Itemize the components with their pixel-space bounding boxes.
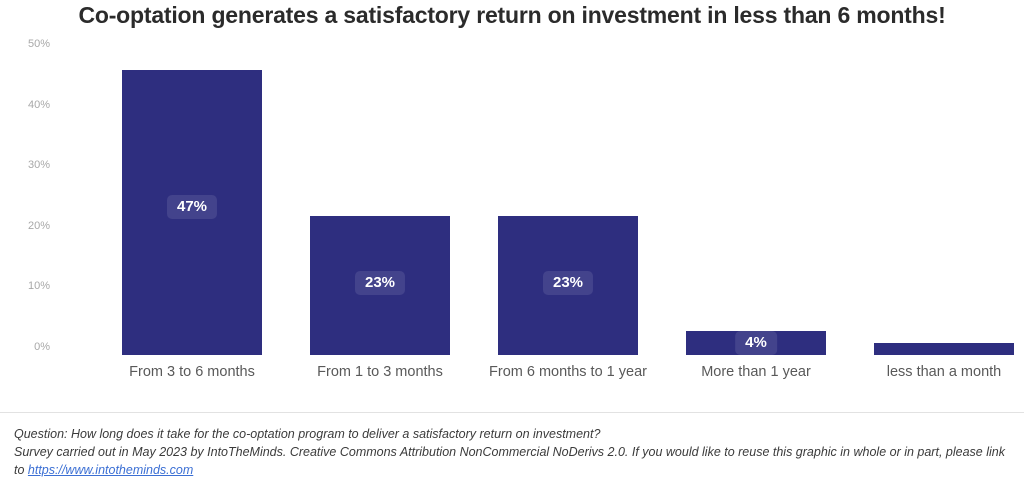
bar[interactable] [874,342,1014,355]
footnote: Question: How long does it take for the … [14,425,1014,479]
footnote-question: Question: How long does it take for the … [14,427,601,441]
bar-value-label: 47% [166,194,218,219]
bar-series: 47% 23% 23% 4% [65,52,1014,355]
y-axis-tick: 20% [27,219,50,232]
footer-divider [0,412,1024,413]
y-axis: 0% 10% 20% 30% 40% 50% [0,38,58,355]
bar-group: 23% [310,52,450,355]
bar[interactable] [498,215,638,355]
intotheminds-link[interactable]: https://www.intotheminds.com [27,463,194,477]
bar-group: 23% [498,52,638,355]
x-axis-labels: From 3 to 6 months From 1 to 3 months From… [65,362,1010,410]
y-axis-tick: 50% [27,38,50,50]
bar-value-label: 23% [542,270,594,295]
bar[interactable] [686,330,826,355]
x-axis-label: From 1 to 3 months [317,364,443,380]
bar-value-label: 4% [735,330,777,355]
y-axis-tick: 10% [27,280,50,293]
bar-group: 4% [686,52,826,355]
y-axis-tick: 30% [27,159,50,172]
bar-group: 47% [122,52,262,355]
y-axis-tick: 0% [34,341,50,353]
x-axis-label: From 3 to 6 months [129,364,255,380]
footnote-credits-text: Survey carried out in May 2023 by IntoTh… [14,445,1005,477]
x-axis-label: More than 1 year [701,364,811,380]
x-axis-label: less than a month [886,364,1002,380]
x-axis-label: From 6 months to 1 year [489,364,647,380]
footnote-credits: Survey carried out in May 2023 by IntoTh… [14,443,1014,479]
bar[interactable] [122,70,262,355]
bar-value-label: 23% [354,270,406,295]
chart-title: Co-optation generates a satisfactory ret… [78,2,946,28]
bar[interactable] [310,215,450,355]
bar-group [874,52,1014,355]
y-axis-tick: 40% [27,98,50,111]
